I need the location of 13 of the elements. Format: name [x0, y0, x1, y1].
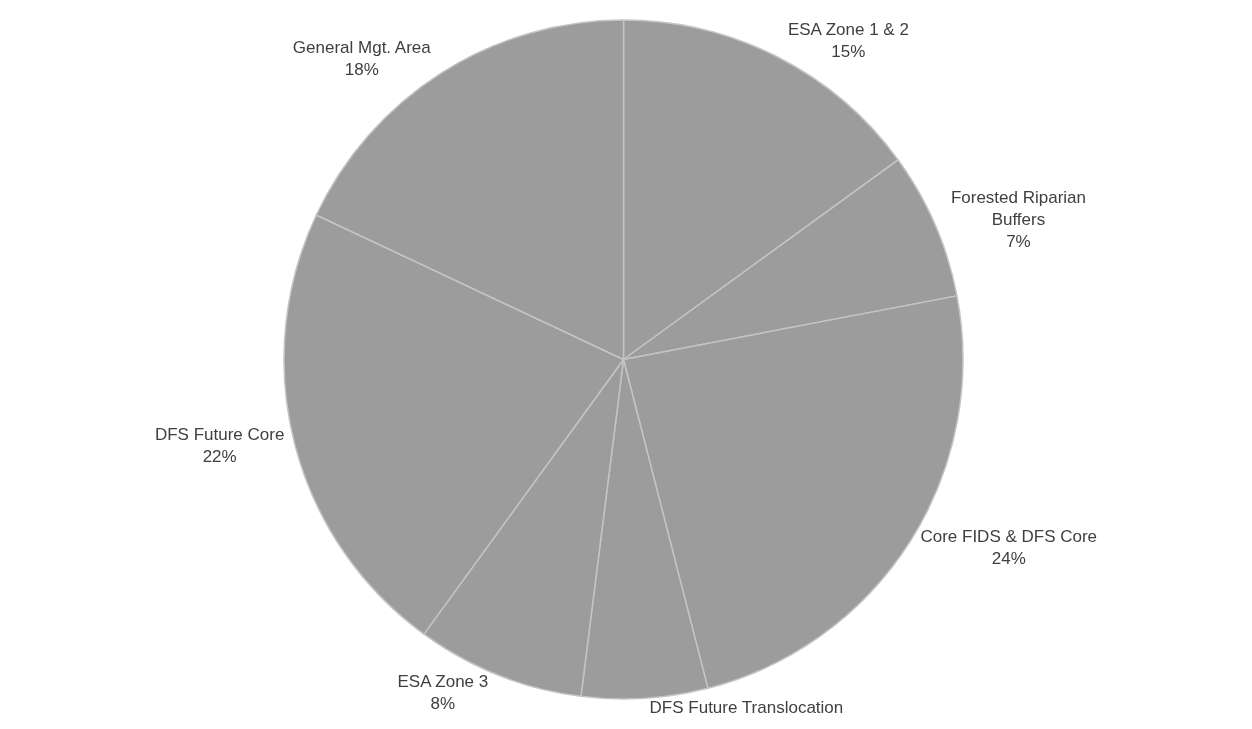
- slice-label: General Mgt. Area: [292, 37, 432, 57]
- data-label: 24%: [991, 548, 1026, 568]
- slice-label: DFS Future Translocation: [649, 698, 844, 718]
- data-label: 15%: [831, 42, 866, 62]
- slice-label: DFS Future Core: [154, 424, 285, 444]
- data-label: 8%: [430, 694, 456, 714]
- slice-label: Forested Riparian Buffers: [950, 188, 1086, 230]
- slice-label: ESA Zone 3: [397, 672, 489, 692]
- slice-label: Core FIDS & DFS Core: [920, 526, 1098, 546]
- data-label: 22%: [202, 446, 237, 466]
- slice-label: ESA Zone 1 & 2: [787, 20, 909, 40]
- data-label: 18%: [344, 59, 379, 79]
- data-label: 7%: [1006, 232, 1031, 252]
